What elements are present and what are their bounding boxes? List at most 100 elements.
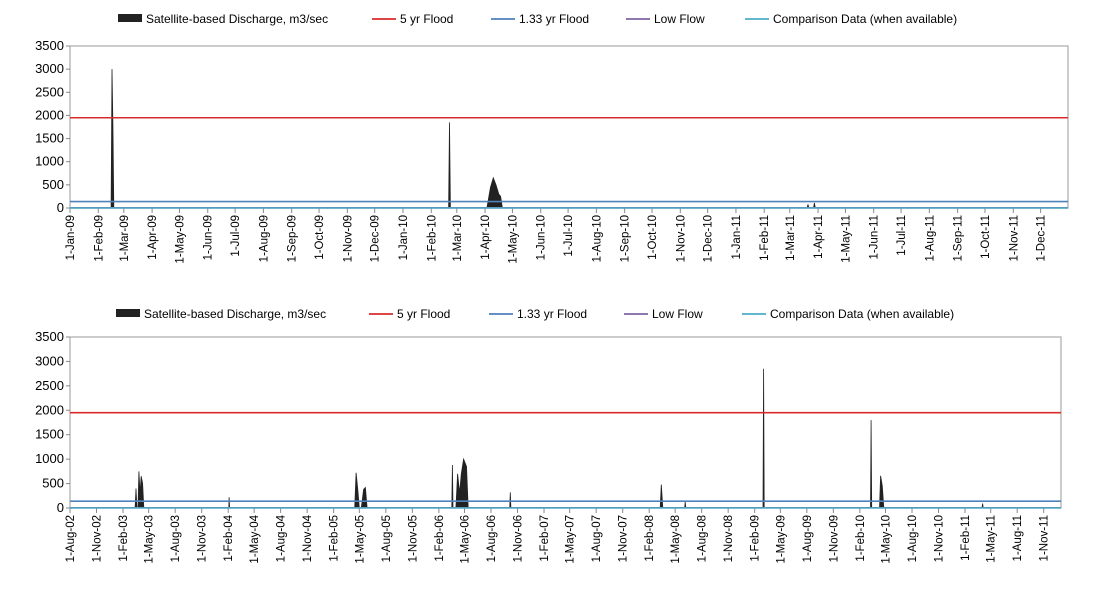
x-tick-label: 1-Aug-03 (170, 515, 182, 562)
x-tick-label: 1-Oct-09 (314, 215, 326, 260)
y-tick-label: 0 (57, 200, 64, 215)
legend-label: 1.33 yr Flood (519, 12, 589, 26)
discharge-area (762, 368, 765, 509)
x-tick-label: 1-May-05 (354, 515, 366, 564)
x-tick-label: 1-Nov-05 (407, 515, 419, 562)
x-tick-label: 1-Aug-07 (591, 515, 603, 562)
x-tick-label: 1-Aug-09 (258, 215, 270, 262)
y-tick-label: 2000 (35, 107, 64, 122)
x-tick-label: 1-Jul-11 (896, 215, 908, 256)
y-tick-label: 3500 (35, 38, 64, 53)
discharge-area (509, 492, 512, 509)
x-tick-label: 1-Mar-11 (785, 215, 797, 261)
legend-swatch (118, 14, 142, 22)
legend: Satellite-based Discharge, m3/sec 5 yr Fl… (116, 307, 954, 321)
x-tick-label: 1-Feb-09 (750, 515, 762, 562)
x-tick-label: 1-Nov-10 (675, 215, 687, 262)
x-tick-label: 1-Aug-10 (907, 515, 919, 562)
y-tick-label: 3000 (35, 61, 64, 76)
x-tick-label: 1-May-04 (249, 514, 261, 563)
x-tick-label: 1-Jan-11 (731, 215, 743, 260)
x-tick-label: 1-Dec-10 (703, 215, 715, 262)
x-tick-label: 1-May-09 (174, 215, 186, 264)
x-tick-label: 1-Feb-06 (434, 515, 446, 562)
y-tick-label: 1500 (35, 427, 64, 442)
x-tick-label: 1-Aug-09 (802, 515, 814, 562)
x-tick-label: 1-Jan-09 (65, 215, 77, 260)
y-tick-label: 500 (42, 177, 64, 192)
x-tick-label: 1-Oct-11 (980, 215, 992, 259)
x-tick-label: 1-Sep-09 (287, 215, 299, 262)
x-tick-label: 1-Jun-10 (536, 215, 548, 260)
x-tick-label: 1-May-10 (881, 515, 893, 564)
x-tick-label: 1-Nov-09 (828, 515, 840, 562)
legend-label: Satellite-based Discharge, m3/sec (146, 12, 328, 26)
x-tick-label: 1-Feb-11 (759, 215, 771, 261)
x-tick-label: 1-May-09 (775, 515, 787, 564)
plot-area (69, 45, 1069, 209)
x-tick-label: 1-May-11 (840, 215, 852, 263)
x-tick-label: 1-Nov-08 (723, 515, 735, 562)
discharge-area (870, 420, 873, 509)
plot-area (69, 336, 1062, 509)
x-tick-label: 1-May-06 (459, 515, 471, 564)
x-tick-label: 1-Feb-10 (855, 515, 867, 562)
x-tick-label: 1-Aug-11 (924, 215, 936, 261)
x-tick-label: 1-Nov-02 (92, 515, 104, 562)
legend-label: Low Flow (654, 12, 705, 26)
x-tick-label: 1-Feb-09 (93, 215, 105, 262)
x-tick-label: 1-Aug-11 (1012, 515, 1024, 561)
legend-swatch (116, 309, 140, 317)
y-tick-label: 2500 (35, 84, 64, 99)
legend-label: Low Flow (652, 307, 703, 321)
discharge-area (228, 497, 231, 509)
y-tick-label: 0 (57, 500, 64, 515)
x-tick-label: 1-Nov-03 (197, 515, 209, 562)
x-tick-label: 1-Feb-08 (644, 515, 656, 562)
x-tick-label: 1-Feb-03 (118, 515, 130, 562)
y-tick-label: 1000 (35, 154, 64, 169)
x-tick-label: 1-Jun-09 (203, 215, 215, 260)
legend-label: Satellite-based Discharge, m3/sec (144, 307, 326, 321)
legend-label: 1.33 yr Flood (517, 307, 587, 321)
x-tick-label: 1-Oct-10 (647, 215, 659, 260)
x-tick-label: 1-Feb-11 (960, 515, 972, 561)
x-tick-label: 1-Nov-11 (1039, 515, 1051, 561)
x-tick-label: 1-Sep-10 (620, 215, 632, 262)
x-tick-label: 1-Jul-10 (563, 215, 575, 257)
x-tick-label: 1-Nov-07 (618, 515, 630, 562)
x-tick-label: 1-Dec-11 (1036, 215, 1048, 261)
legend-label: 5 yr Flood (400, 12, 453, 26)
x-tick-label: 1-May-07 (565, 515, 577, 564)
x-tick-label: 1-Aug-10 (591, 215, 603, 262)
y-tick-label: 3000 (35, 353, 64, 368)
x-tick-label: 1-Apr-11 (813, 215, 825, 259)
x-tick-label: 1-Nov-09 (342, 215, 354, 262)
x-tick-label: 1-Nov-06 (513, 515, 525, 562)
x-tick-label: 1-Jan-10 (398, 215, 410, 260)
legend-label: 5 yr Flood (397, 307, 450, 321)
x-tick-label: 1-Feb-10 (426, 215, 438, 262)
legend-label: Comparison Data (when available) (770, 307, 954, 321)
x-tick-label: 1-May-03 (144, 515, 156, 564)
y-tick-label: 3500 (35, 329, 64, 344)
x-tick-label: 1-Mar-10 (452, 215, 464, 262)
x-tick-label: 1-May-08 (670, 515, 682, 564)
y-tick-label: 2500 (35, 378, 64, 393)
x-tick-label: 1-Nov-04 (302, 514, 314, 562)
x-tick-label: 1-Jun-11 (869, 215, 881, 260)
x-tick-label: 1-May-11 (986, 515, 998, 563)
legend-label: Comparison Data (when available) (773, 12, 957, 26)
x-tick-label: 1-Aug-05 (381, 515, 393, 562)
discharge-area (486, 176, 503, 209)
chart-1: 0 500 1000 1500 2000 2500 3000 3500 1-Jan-09 1-Fe… (35, 12, 1069, 264)
x-tick-label: 1-Dec-09 (370, 215, 382, 262)
x-tick-label: 1-Sep-11 (953, 215, 965, 261)
x-tick-label: 1-May-10 (507, 215, 519, 264)
x-tick-label: 1-Jul-09 (230, 215, 242, 257)
x-tick-label: 1-Feb-05 (329, 515, 341, 562)
x-tick-label: 1-Aug-04 (276, 514, 288, 562)
x-tick-label: 1-Aug-06 (486, 515, 498, 562)
